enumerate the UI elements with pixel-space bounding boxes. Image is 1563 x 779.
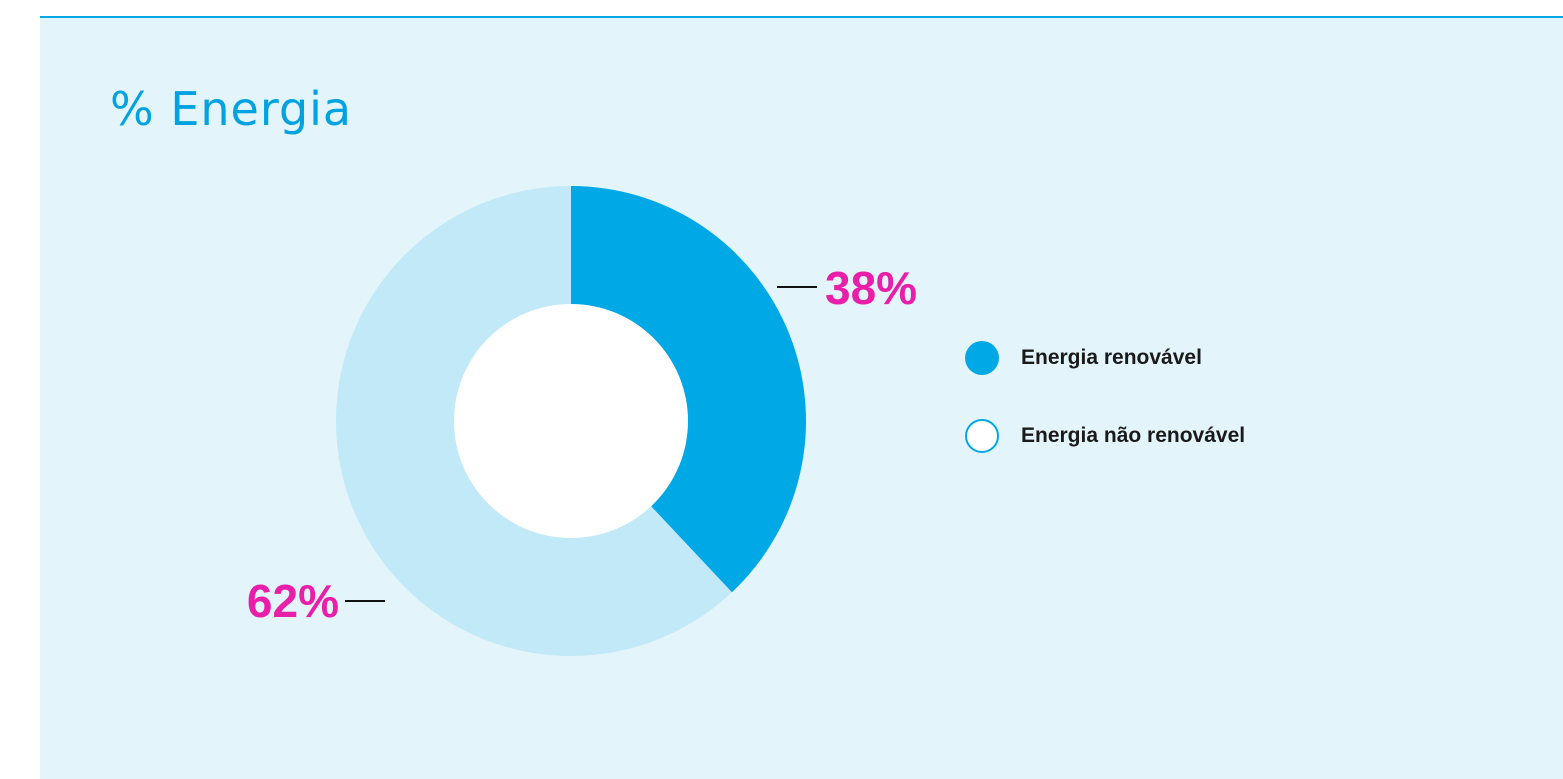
slice-label-renewable: 38% bbox=[825, 262, 917, 314]
legend-item-non-renewable: Energia não renovável bbox=[965, 418, 1245, 454]
slice-renewable bbox=[571, 186, 806, 593]
chart-title: % Energia bbox=[110, 82, 353, 136]
donut-hole bbox=[454, 304, 688, 538]
chart-legend: Energia renovável Energia não renovável bbox=[965, 340, 1245, 454]
legend-label-non-renewable: Energia não renovável bbox=[1021, 424, 1246, 447]
legend-swatch-renewable bbox=[965, 341, 999, 375]
legend-item-renewable: Energia renovável bbox=[965, 340, 1245, 376]
legend-swatch-non-renewable bbox=[965, 419, 999, 453]
slice-label-non-renewable: 62% bbox=[247, 575, 339, 627]
legend-label-renewable: Energia renovável bbox=[1021, 346, 1202, 369]
